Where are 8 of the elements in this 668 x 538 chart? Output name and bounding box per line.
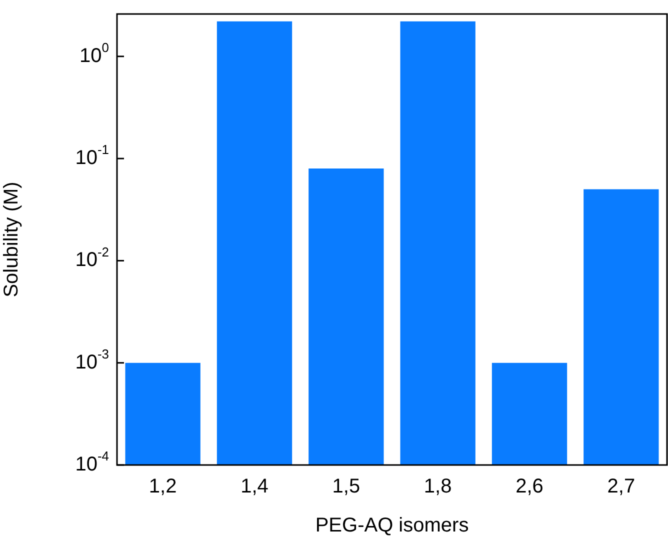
- y-axis-title: Solubility (M): [0, 182, 23, 298]
- x-tick-label: 1,2: [148, 476, 177, 498]
- x-tick-label: 2,7: [607, 476, 636, 498]
- x-tick-label: 1,4: [240, 476, 268, 498]
- x-tick-label: 1,5: [332, 476, 360, 498]
- x-tick-label: 1,8: [424, 476, 452, 498]
- x-axis-title: PEG-AQ isomers: [315, 514, 469, 537]
- x-tick-label: 2,6: [516, 476, 544, 498]
